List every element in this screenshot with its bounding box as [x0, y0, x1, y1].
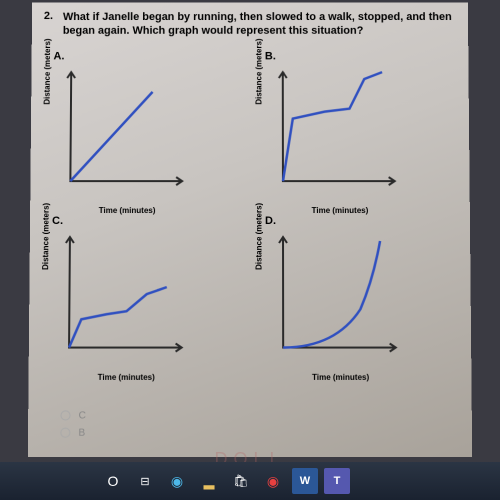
y-axis-label: Distance (meters) [254, 38, 263, 104]
x-axis-label: Time (minutes) [312, 372, 369, 381]
worksheet-page: 2. What if Janelle began by running, the… [28, 2, 472, 457]
x-axis-label: Time (minutes) [99, 206, 156, 215]
word-icon[interactable]: W [292, 468, 318, 494]
chart-cell-a: A. Distance (meters) Time (minutes) [52, 50, 235, 203]
chart-label-c: C. [52, 215, 235, 227]
chart-c: Distance (meters) Time (minutes) [51, 229, 202, 370]
chart-d-svg [265, 229, 416, 360]
answer-options: C B [40, 410, 460, 438]
taskbar: O ⊟ ◉ ▂ 🛍 ◉ W T [0, 462, 500, 500]
chart-a: Distance (meters) Time (minutes) [52, 64, 202, 203]
chrome-icon[interactable]: ◉ [260, 468, 286, 494]
y-axis-label: Distance (meters) [41, 202, 51, 269]
option-b[interactable]: B [60, 427, 460, 438]
chart-cell-d: D. Distance (meters) Time (minutes) [265, 215, 449, 370]
x-axis-label: Time (minutes) [312, 206, 369, 215]
store-icon[interactable]: 🛍 [228, 468, 254, 494]
taskview-icon[interactable]: ⊟ [132, 468, 158, 494]
teams-icon[interactable]: T [324, 468, 350, 494]
y-axis-label: Distance (meters) [254, 202, 263, 269]
chart-cell-c: C. Distance (meters) Time (minutes) [51, 215, 235, 370]
option-label: C [79, 410, 86, 421]
radio-icon [60, 428, 70, 438]
chart-label-a: A. [53, 50, 235, 62]
chart-label-d: D. [265, 215, 448, 227]
edge-icon[interactable]: ◉ [164, 468, 190, 494]
question-number: 2. [44, 10, 53, 38]
chart-cell-b: B. Distance (meters) Time (minutes) [265, 50, 448, 203]
chart-d: Distance (meters) Time (minutes) [265, 229, 416, 370]
y-axis-label: Distance (meters) [43, 38, 53, 104]
chart-c-svg [51, 229, 202, 360]
chart-grid: A. Distance (meters) Time (minutes) B. [41, 50, 460, 369]
question-text: What if Janelle began by running, then s… [63, 10, 457, 38]
x-axis-label: Time (minutes) [98, 372, 155, 381]
chart-label-b: B. [265, 50, 447, 62]
option-c[interactable]: C [60, 410, 459, 421]
question-row: 2. What if Janelle began by running, the… [44, 10, 457, 38]
search-icon[interactable]: O [100, 468, 126, 494]
chart-b: Distance (meters) Time (minutes) [265, 64, 415, 203]
radio-icon [60, 410, 70, 420]
chart-b-svg [265, 64, 415, 193]
chart-a-svg [52, 64, 202, 193]
option-label: B [78, 427, 85, 438]
explorer-icon[interactable]: ▂ [196, 468, 222, 494]
